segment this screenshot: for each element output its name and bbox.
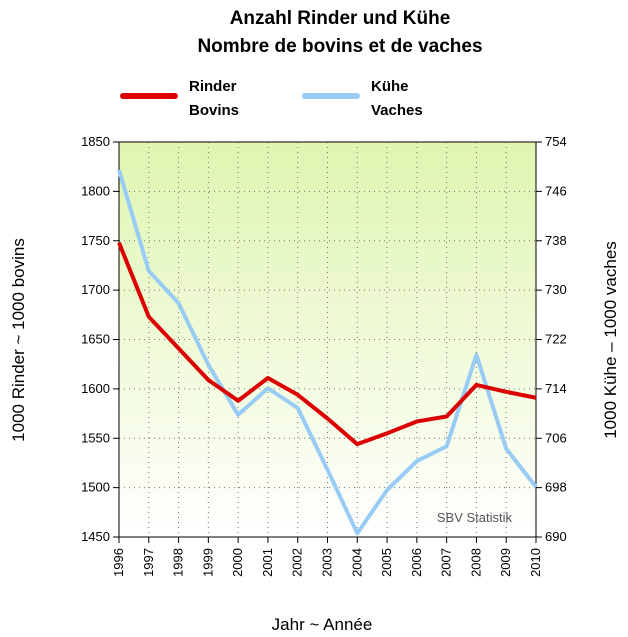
y2-tick-label: 738: [545, 233, 567, 248]
y2-tick-label: 730: [545, 282, 567, 297]
legend-label: Vaches: [371, 102, 423, 119]
plot-frame: [118, 141, 537, 538]
x-tick-label: 2008: [468, 548, 483, 577]
y-tick-label: 1600: [81, 381, 110, 396]
y-tick-label: 1500: [81, 480, 110, 495]
series-line: [117, 169, 538, 536]
x-tick-label: 2007: [439, 548, 454, 577]
y2-tick-label: 754: [545, 134, 567, 149]
x-tick-label: 2000: [230, 548, 245, 577]
x-tick-label: 2002: [290, 548, 305, 577]
x-tick-label: 2006: [409, 548, 424, 577]
x-tick-label: 1996: [111, 548, 126, 577]
y2-axis-label: 1000 Kühe – 1000 vaches: [601, 241, 620, 439]
y-tick-label: 1550: [81, 430, 110, 445]
y2-tick-label: 746: [545, 183, 567, 198]
x-tick-label: 2005: [379, 548, 394, 577]
x-tick-label: 1998: [171, 548, 186, 577]
y-tick-label: 1700: [81, 282, 110, 297]
y2-tick-label: 714: [545, 381, 567, 396]
x-tick-label: 2009: [498, 548, 513, 577]
y-tick-label: 1450: [81, 529, 110, 544]
x-tick-label: 1997: [141, 548, 156, 577]
x-tick-label: 2001: [260, 548, 275, 577]
y-tick-label: 1850: [81, 134, 110, 149]
y2-tick-label: 690: [545, 529, 567, 544]
y2-tick-label: 698: [545, 480, 567, 495]
x-tick-label: 1999: [200, 548, 215, 577]
chart-subtitle: Nombre de bovins et de vaches: [197, 36, 482, 57]
series-line: [117, 241, 537, 447]
x-tick-label: 2003: [320, 548, 335, 577]
y2-tick-label: 722: [545, 332, 567, 347]
y-tick-label: 1800: [81, 183, 110, 198]
y-axis-label: 1000 Rinder ~ 1000 bovins: [9, 238, 28, 442]
x-axis-label: Jahr ~ Année: [272, 615, 373, 634]
legend-label: Kühe: [371, 78, 409, 95]
legend-label: Rinder: [189, 78, 237, 95]
legend-label: Bovins: [189, 102, 239, 119]
y-tick-label: 1750: [81, 233, 110, 248]
y-tick-label: 1650: [81, 332, 110, 347]
x-tick-label: 2010: [528, 548, 543, 577]
x-tick-label: 2004: [349, 548, 364, 577]
y2-tick-label: 706: [545, 430, 567, 445]
chart-title: Anzahl Rinder und Kühe: [230, 8, 451, 29]
annotation: SBV Statistik: [437, 510, 513, 525]
